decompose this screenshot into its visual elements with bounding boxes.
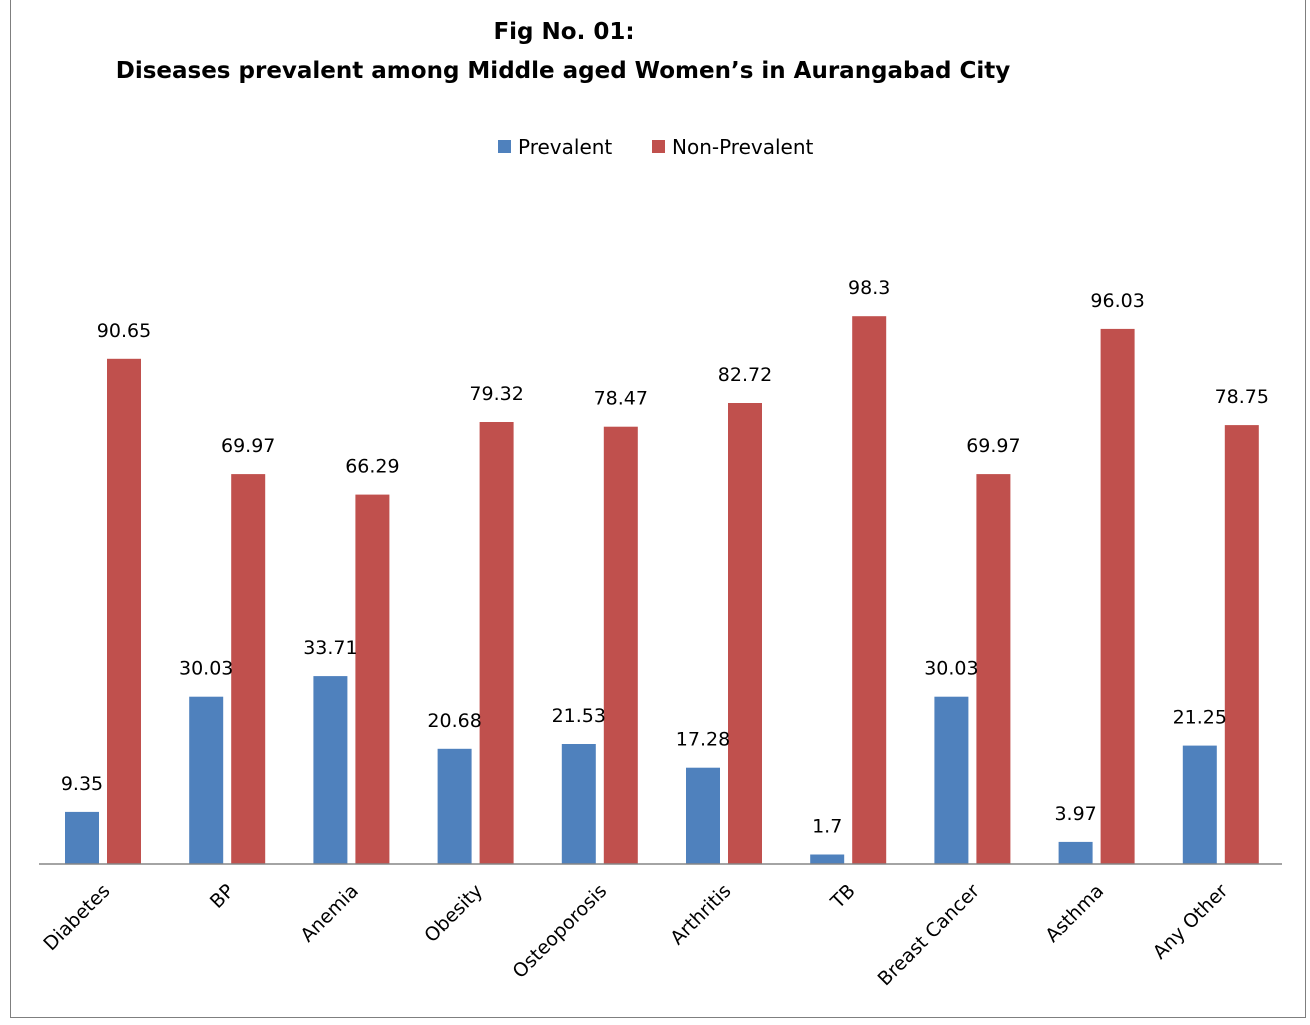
bar-non-prevalent-bp	[231, 474, 266, 864]
category-label-asthma: Asthma	[1041, 880, 1108, 947]
bar-non-prevalent-tb	[852, 316, 887, 864]
bar-non-prevalent-asthma	[1100, 328, 1135, 864]
category-label-anemia: Anemia	[296, 880, 363, 947]
category-label-diabetes: Diabetes	[39, 880, 114, 955]
data-label-prevalent-asthma: 3.97	[1054, 803, 1096, 825]
bar-non-prevalent-breast-cancer	[976, 474, 1011, 864]
category-label-tb: TB	[826, 880, 860, 914]
category-label-breast-cancer: Breast Cancer	[874, 880, 984, 990]
bar-prevalent-any-other	[1182, 745, 1217, 864]
category-label-arthritis: Arthritis	[666, 880, 735, 949]
bars-group	[65, 316, 1259, 864]
legend-swatch-non-prevalent	[652, 140, 665, 153]
data-label-non-prevalent-bp: 69.97	[221, 435, 275, 457]
bar-non-prevalent-anemia	[355, 494, 390, 864]
bar-prevalent-tb	[810, 854, 845, 864]
bar-prevalent-obesity	[437, 748, 472, 864]
data-labels-group: 9.35 90.65 30.03 69.97 33.71 66.29 20.68 79.32 2…	[61, 277, 1269, 837]
chart-title: Fig No. 01:	[493, 19, 634, 45]
category-label-obesity: Obesity	[420, 880, 487, 947]
bar-non-prevalent-arthritis	[728, 403, 762, 864]
bar-prevalent-breast-cancer	[934, 696, 969, 864]
data-label-prevalent-anemia: 33.71	[303, 637, 357, 659]
data-label-prevalent-arthritis: 17.28	[676, 729, 730, 751]
legend-swatch-prevalent	[498, 140, 511, 153]
data-label-prevalent-bp: 30.03	[179, 658, 233, 680]
data-label-non-prevalent-arthritis: 82.72	[718, 364, 772, 386]
data-label-non-prevalent-any-other: 78.75	[1215, 386, 1269, 408]
bar-non-prevalent-any-other	[1224, 425, 1259, 864]
category-labels-group: Diabetes BP Anemia Obesity Osteoporosis Arthr…	[39, 880, 1232, 990]
category-label-any-other: Any Other	[1149, 880, 1233, 964]
data-label-prevalent-osteoporosis: 21.53	[552, 705, 606, 727]
data-label-non-prevalent-asthma: 96.03	[1090, 290, 1144, 312]
data-label-prevalent-obesity: 20.68	[427, 710, 481, 732]
data-label-non-prevalent-diabetes: 90.65	[97, 320, 151, 342]
chart-subtitle: Diseases prevalent among Middle aged Wom…	[116, 58, 1011, 84]
bar-prevalent-asthma	[1058, 841, 1093, 864]
data-label-prevalent-any-other: 21.25	[1173, 707, 1227, 729]
data-label-prevalent-tb: 1.7	[812, 816, 842, 838]
bar-prevalent-arthritis	[686, 767, 720, 864]
bar-non-prevalent-osteoporosis	[603, 426, 638, 864]
bar-prevalent-anemia	[313, 676, 348, 864]
bar-prevalent-osteoporosis	[561, 744, 596, 864]
category-label-bp: BP	[206, 880, 239, 913]
legend: Prevalent Non-Prevalent	[498, 135, 814, 159]
category-label-osteoporosis: Osteoporosis	[509, 880, 612, 983]
bar-prevalent-bp	[189, 696, 224, 864]
bar-non-prevalent-diabetes	[107, 358, 141, 864]
data-label-prevalent-diabetes: 9.35	[61, 773, 103, 795]
data-label-prevalent-breast-cancer: 30.03	[924, 658, 978, 680]
data-label-non-prevalent-tb: 98.3	[848, 277, 890, 299]
data-label-non-prevalent-anemia: 66.29	[345, 456, 399, 478]
bar-prevalent-diabetes	[65, 811, 99, 864]
bar-non-prevalent-obesity	[479, 422, 514, 864]
data-label-non-prevalent-osteoporosis: 78.47	[594, 388, 648, 410]
data-label-non-prevalent-obesity: 79.32	[469, 383, 523, 405]
legend-label-non-prevalent: Non-Prevalent	[672, 135, 814, 159]
legend-label-prevalent: Prevalent	[518, 135, 612, 159]
data-label-non-prevalent-breast-cancer: 69.97	[966, 435, 1020, 457]
